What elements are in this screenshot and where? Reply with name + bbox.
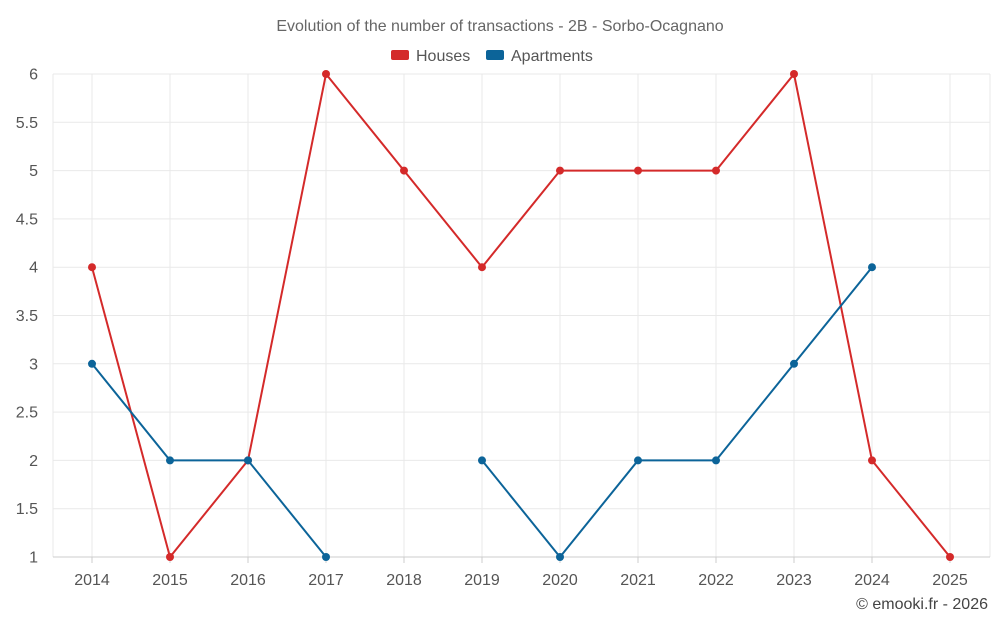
y-tick-label: 1 — [29, 550, 38, 567]
data-point-houses[interactable] — [556, 166, 564, 175]
x-tick-label: 2021 — [620, 572, 656, 589]
series-line-houses — [91, 73, 951, 558]
series-houses — [88, 70, 954, 561]
y-tick-label: 6 — [29, 67, 38, 84]
x-tick-label: 2016 — [230, 572, 266, 589]
data-point-apartments[interactable] — [478, 456, 486, 465]
series-apartments — [88, 263, 876, 561]
legend-item-houses[interactable]: Houses — [391, 48, 470, 65]
data-point-houses[interactable] — [868, 456, 876, 465]
x-tick-label: 2018 — [386, 572, 422, 589]
axes: 1 1.5 2 2.5 3 3.5 4 4.5 5 5.5 6 2014 2015 2016 2017 201… — [16, 67, 990, 589]
data-point-apartments[interactable] — [712, 456, 720, 465]
x-tick-label: 2025 — [932, 572, 968, 589]
data-point-apartments[interactable] — [166, 456, 174, 465]
data-point-apartments[interactable] — [634, 456, 642, 465]
x-tick-label: 2020 — [542, 572, 578, 589]
legend-swatch-houses — [391, 50, 409, 60]
data-point-apartments[interactable] — [88, 359, 96, 368]
x-tick-label: 2014 — [74, 572, 110, 589]
legend-label-apartments: Apartments — [511, 48, 593, 65]
x-tick-label: 2015 — [152, 572, 188, 589]
data-point-houses[interactable] — [88, 263, 96, 272]
data-point-apartments[interactable] — [790, 359, 798, 368]
y-tick-label: 2 — [29, 453, 38, 470]
y-tick-label: 4 — [29, 260, 38, 277]
x-tick-label: 2023 — [776, 572, 812, 589]
x-tick-label: 2017 — [308, 572, 344, 589]
credit-text: © emooki.fr - 2026 — [856, 596, 988, 613]
y-tick-label: 2.5 — [16, 405, 38, 422]
grid — [52, 73, 991, 557]
data-point-houses[interactable] — [478, 263, 486, 272]
series-line-apartments — [481, 266, 873, 558]
y-tick-label: 1.5 — [16, 501, 38, 518]
legend-swatch-apartments — [486, 50, 504, 60]
data-point-houses[interactable] — [400, 166, 408, 175]
series — [88, 70, 954, 561]
series-line-apartments — [91, 363, 327, 558]
data-point-houses[interactable] — [946, 553, 954, 561]
x-tick-label: 2022 — [698, 572, 734, 589]
data-point-houses[interactable] — [790, 70, 798, 78]
y-tick-label: 5.5 — [16, 115, 38, 132]
data-point-houses[interactable] — [634, 166, 642, 175]
legend: Houses Apartments — [391, 48, 593, 65]
y-tick-label: 4.5 — [16, 211, 38, 228]
data-point-apartments[interactable] — [556, 553, 564, 561]
y-tick-label: 3 — [29, 356, 38, 373]
data-point-houses[interactable] — [712, 166, 720, 175]
data-point-apartments[interactable] — [868, 263, 876, 272]
x-tick-label: 2019 — [464, 572, 500, 589]
data-point-houses[interactable] — [166, 553, 174, 561]
data-point-apartments[interactable] — [244, 456, 252, 465]
chart-title: Evolution of the number of transactions … — [276, 18, 723, 35]
legend-item-apartments[interactable]: Apartments — [486, 48, 593, 65]
y-tick-label: 5 — [29, 163, 38, 180]
data-point-houses[interactable] — [322, 70, 330, 78]
legend-label-houses: Houses — [416, 48, 470, 65]
x-tick-label: 2024 — [854, 572, 890, 589]
data-point-apartments[interactable] — [322, 553, 330, 561]
y-tick-label: 3.5 — [16, 308, 38, 325]
